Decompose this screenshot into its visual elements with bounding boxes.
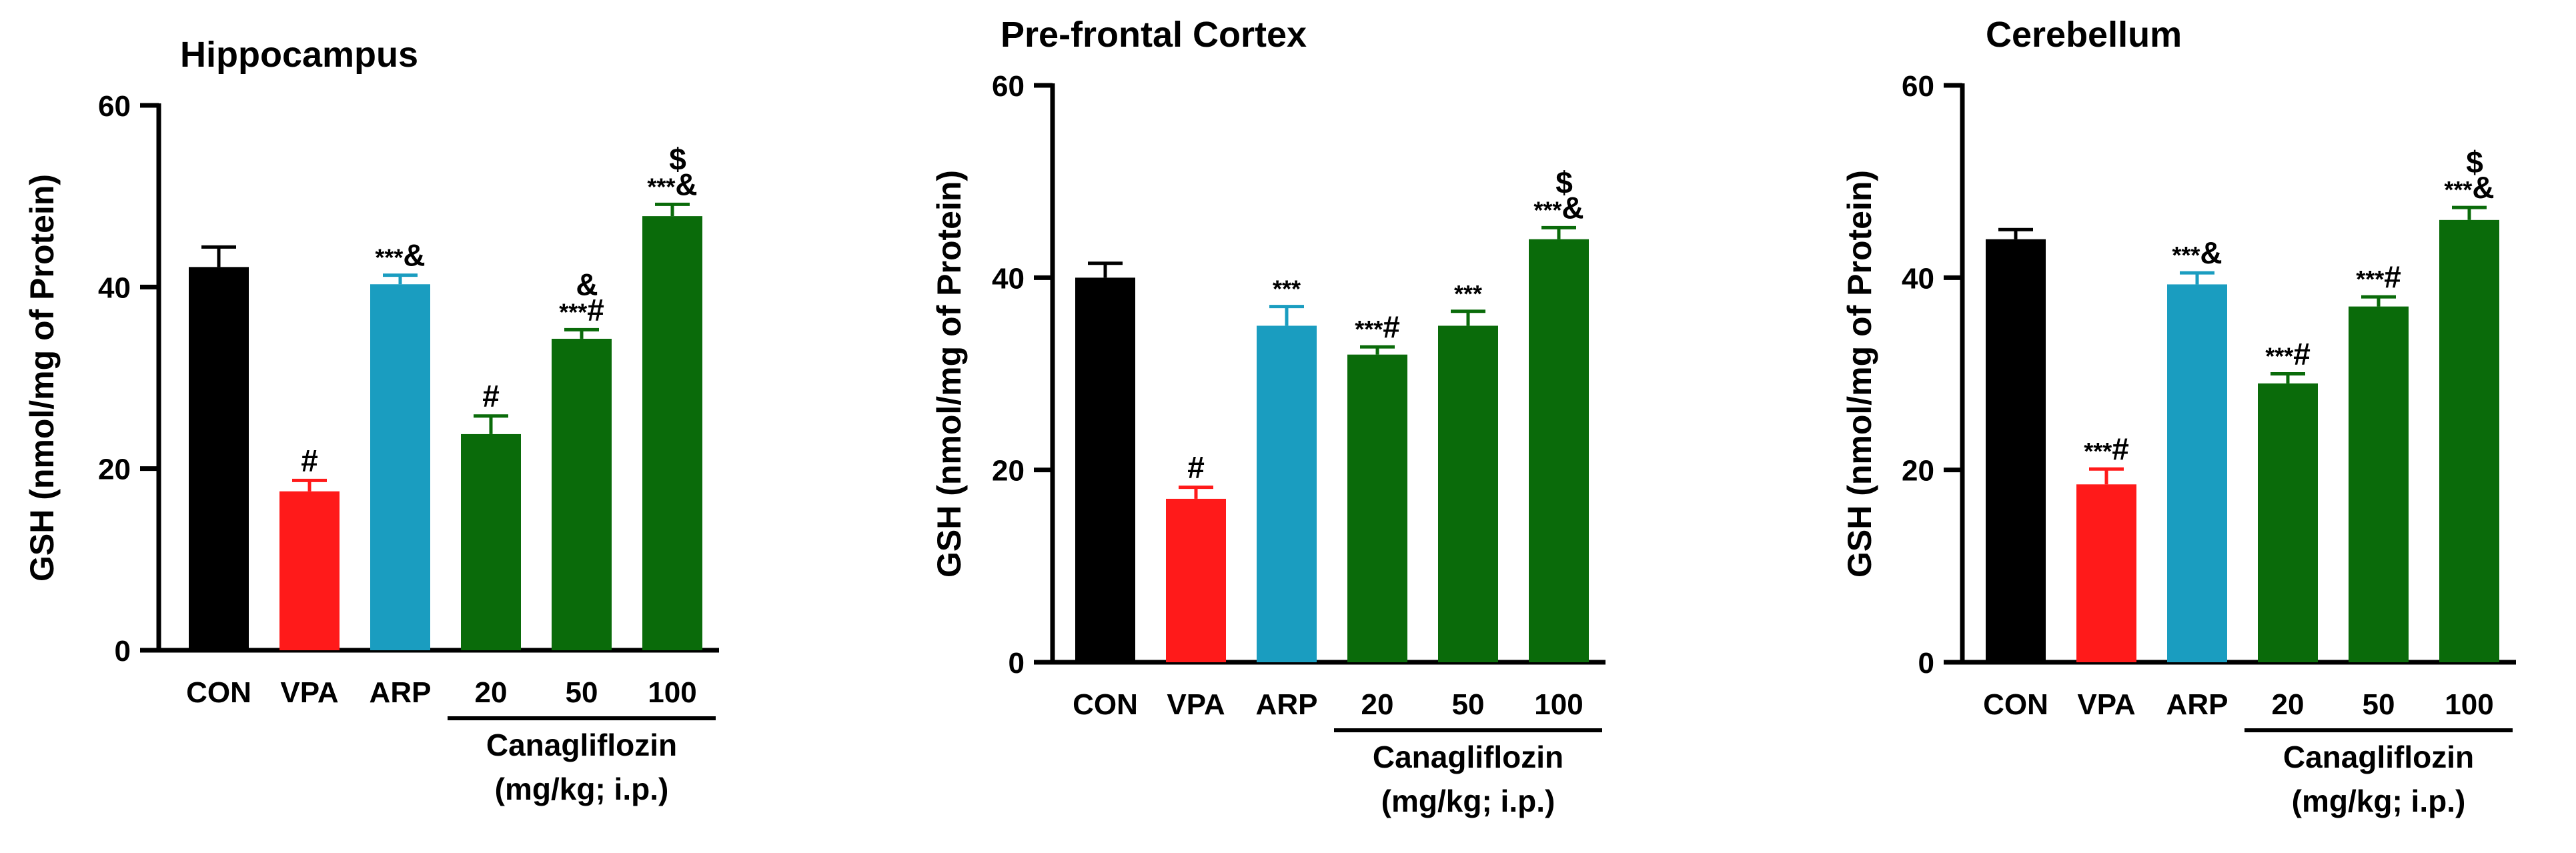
significance-top-label: $ bbox=[1555, 165, 1573, 199]
chart-panel-0: Hippocampus GSH (nmol/mg of Protein) 0 20 40… bbox=[23, 35, 719, 806]
group-label: Canagliflozin bbox=[486, 728, 677, 762]
x-tick-label: VPA bbox=[280, 676, 338, 709]
significance-label: ***# bbox=[2356, 259, 2401, 294]
significance-top-label: $ bbox=[669, 141, 686, 176]
bar-50 bbox=[1438, 325, 1498, 662]
x-tick-label: ARP bbox=[1256, 688, 1318, 721]
x-tick-label: 20 bbox=[2272, 688, 2305, 721]
group-sublabel: (mg/kg; i.p.) bbox=[495, 772, 669, 806]
significance-top-label: $ bbox=[2466, 145, 2483, 179]
y-tick-label: 60 bbox=[1902, 70, 1934, 103]
x-tick-label: 20 bbox=[475, 676, 508, 709]
y-tick-label: 20 bbox=[98, 454, 131, 486]
significance-label: *** bbox=[1273, 275, 1301, 303]
group-sublabel: (mg/kg; i.p.) bbox=[1381, 784, 1555, 818]
bar-VPA bbox=[279, 491, 340, 650]
x-tick-label: 100 bbox=[648, 676, 696, 709]
x-tick-label: ARP bbox=[2166, 688, 2228, 721]
bar-50 bbox=[2349, 306, 2409, 662]
y-tick-label: 0 bbox=[1009, 647, 1025, 680]
bar-VPA bbox=[1166, 498, 1226, 662]
chart-panel-2: Cerebellum GSH (nmol/mg of Protein) 0 20 40 6… bbox=[1841, 15, 2516, 818]
bar-100 bbox=[642, 216, 702, 651]
x-tick-label: 20 bbox=[1361, 688, 1394, 721]
x-tick-label: 50 bbox=[1452, 688, 1485, 721]
significance-label: *** bbox=[1454, 280, 1482, 307]
significance-label: ***# bbox=[1355, 309, 1400, 344]
bar-ARP bbox=[1257, 325, 1317, 662]
x-tick-label: ARP bbox=[370, 676, 432, 709]
chart-title: Hippocampus bbox=[180, 35, 418, 75]
significance-label: ***& bbox=[375, 238, 425, 273]
bar-ARP bbox=[2167, 284, 2227, 662]
significance-label: # bbox=[1187, 450, 1205, 485]
y-axis-label: GSH (nmol/mg of Protein) bbox=[1841, 170, 1878, 578]
group-label: Canagliflozin bbox=[1373, 740, 1563, 774]
x-tick-label: CON bbox=[1983, 688, 2048, 721]
significance-top-label: & bbox=[576, 267, 598, 301]
bar-50 bbox=[552, 338, 612, 650]
y-tick-label: 40 bbox=[992, 262, 1025, 295]
y-tick-label: 0 bbox=[115, 635, 131, 668]
y-tick-label: 20 bbox=[992, 455, 1025, 488]
bar-20 bbox=[461, 434, 521, 650]
x-tick-label: 50 bbox=[566, 676, 598, 709]
group-label: Canagliflozin bbox=[2283, 740, 2474, 774]
bar-CON bbox=[1986, 239, 2046, 663]
bar-CON bbox=[1075, 277, 1135, 662]
group-sublabel: (mg/kg; i.p.) bbox=[2292, 784, 2466, 818]
significance-label: ***& bbox=[647, 167, 697, 201]
bar-VPA bbox=[2076, 484, 2136, 662]
x-tick-label: CON bbox=[1073, 688, 1138, 721]
significance-label: ***& bbox=[1533, 190, 1583, 225]
x-tick-label: VPA bbox=[2077, 688, 2135, 721]
significance-label: # bbox=[482, 379, 500, 413]
y-axis-label: GSH (nmol/mg of Protein) bbox=[930, 170, 968, 578]
chart-title: Pre-frontal Cortex bbox=[1001, 15, 1307, 55]
x-tick-label: 100 bbox=[2445, 688, 2493, 721]
chart-title: Cerebellum bbox=[1986, 15, 2182, 55]
bar-20 bbox=[1347, 354, 1407, 662]
x-tick-label: CON bbox=[186, 676, 251, 709]
x-tick-label: 100 bbox=[1534, 688, 1583, 721]
y-axis-label: GSH (nmol/mg of Protein) bbox=[23, 174, 61, 582]
significance-label: ***# bbox=[2265, 337, 2311, 371]
y-tick-label: 20 bbox=[1902, 455, 1934, 488]
significance-label: ***# bbox=[2084, 432, 2129, 466]
bar-100 bbox=[2439, 219, 2499, 662]
y-tick-label: 60 bbox=[992, 70, 1025, 103]
y-tick-label: 40 bbox=[1902, 262, 1934, 295]
bar-ARP bbox=[370, 284, 430, 651]
significance-label: ***# bbox=[559, 292, 604, 327]
significance-label: ***& bbox=[2172, 235, 2222, 270]
significance-label: # bbox=[301, 443, 318, 478]
x-tick-label: 50 bbox=[2363, 688, 2395, 721]
x-tick-label: VPA bbox=[1167, 688, 1225, 721]
y-tick-label: 0 bbox=[1918, 647, 1934, 680]
y-tick-label: 40 bbox=[98, 271, 131, 304]
bar-20 bbox=[2258, 383, 2318, 662]
significance-label: ***& bbox=[2444, 170, 2494, 205]
y-tick-label: 60 bbox=[98, 90, 131, 123]
chart-panel-1: Pre-frontal Cortex GSH (nmol/mg of Protei… bbox=[930, 15, 1605, 818]
bar-100 bbox=[1529, 239, 1589, 663]
bar-CON bbox=[189, 267, 249, 650]
